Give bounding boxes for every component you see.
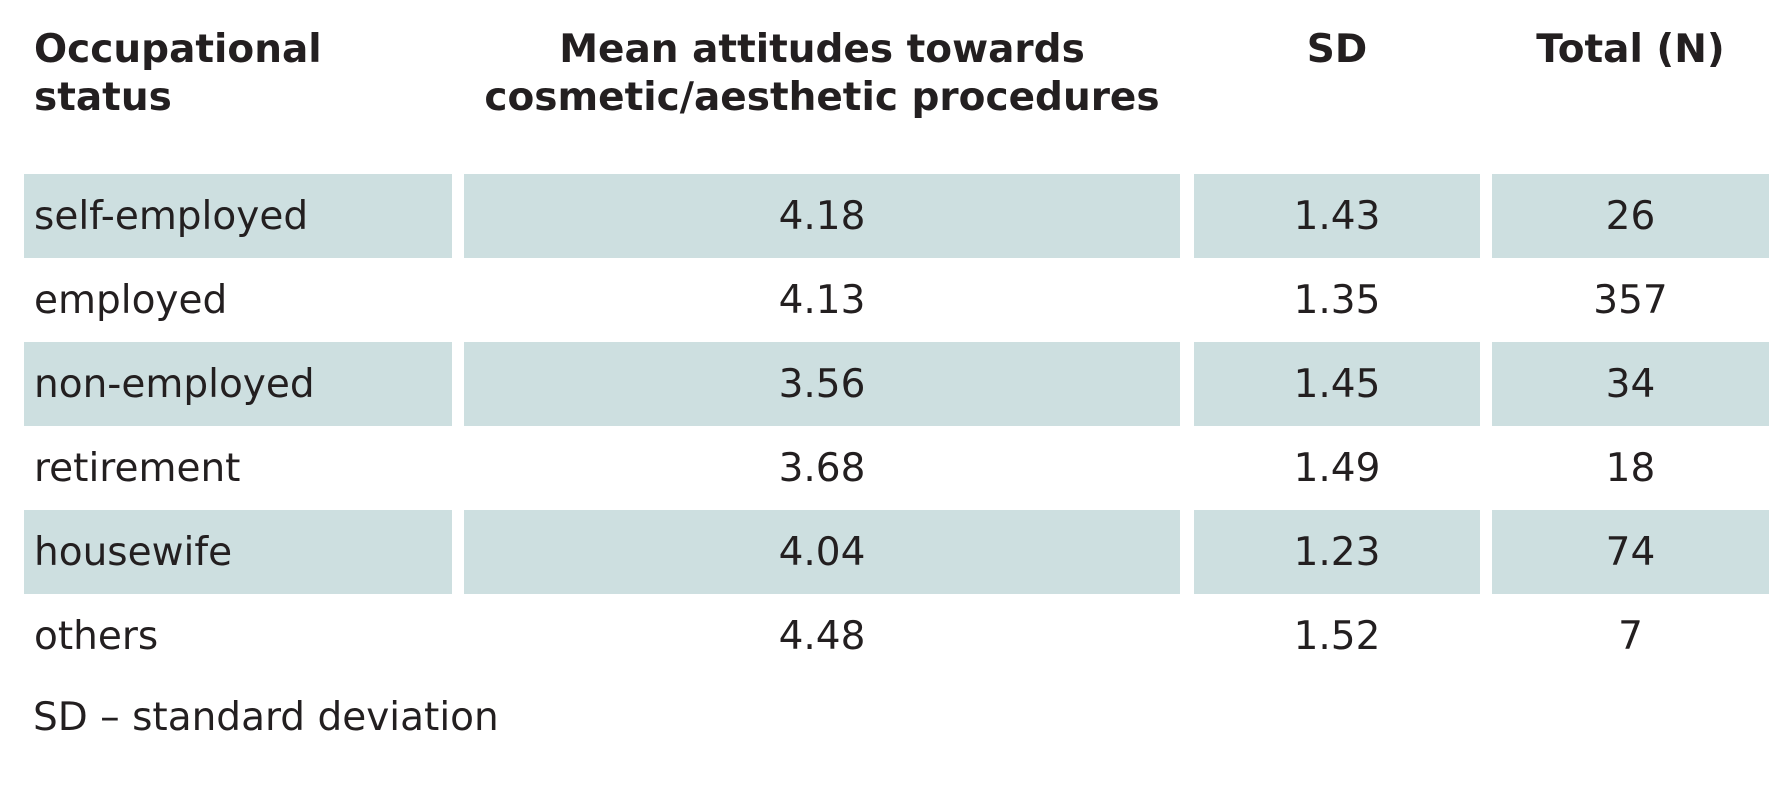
cell-sd: 1.52: [1293, 613, 1381, 659]
cell-sd: 1.45: [1194, 342, 1480, 426]
cell-mean: 4.04: [464, 510, 1180, 594]
cell-sd: 1.23: [1194, 510, 1480, 594]
cell-total: 26: [1492, 174, 1769, 258]
table-row: others 4.48 1.52 7: [24, 594, 1769, 678]
cell-occupational-status: housewife: [24, 510, 452, 594]
header-occupational-status: Occupational status: [34, 27, 322, 120]
cell-mean: 3.68: [778, 445, 866, 491]
cell-mean: 4.18: [464, 174, 1180, 258]
occupational-status-table: Occupational status Mean attitudes towar…: [24, 24, 1769, 678]
cell-sd: 1.43: [1194, 174, 1480, 258]
cell-total: 34: [1492, 342, 1769, 426]
table-row: non-employed 3.56 1.45 34: [24, 342, 1769, 426]
cell-occupational-status: self-employed: [24, 174, 452, 258]
table-row: housewife 4.04 1.23 74: [24, 510, 1769, 594]
cell-total: 7: [1618, 613, 1643, 659]
table-header-row: Occupational status Mean attitudes towar…: [24, 24, 1769, 148]
cell-mean: 4.13: [778, 277, 866, 323]
cell-total: 357: [1593, 277, 1668, 323]
table-row: retirement 3.68 1.49 18: [24, 426, 1769, 510]
cell-occupational-status: others: [34, 613, 159, 659]
header-total-n: Total (N): [1536, 27, 1725, 72]
cell-occupational-status: employed: [34, 277, 228, 323]
cell-sd: 1.49: [1293, 445, 1381, 491]
cell-sd: 1.35: [1293, 277, 1381, 323]
cell-mean: 3.56: [464, 342, 1180, 426]
cell-total: 74: [1492, 510, 1769, 594]
table-row: self-employed 4.18 1.43 26: [24, 174, 1769, 258]
table-footnote: SD – standard deviation: [33, 695, 499, 740]
cell-total: 18: [1605, 445, 1656, 491]
cell-occupational-status: non-employed: [24, 342, 452, 426]
cell-occupational-status: retirement: [34, 445, 241, 491]
header-sd: SD: [1306, 27, 1368, 72]
header-mean-attitudes: Mean attitudes towards cosmetic/aestheti…: [484, 27, 1160, 120]
table-row: employed 4.13 1.35 357: [24, 258, 1769, 342]
cell-mean: 4.48: [778, 613, 866, 659]
